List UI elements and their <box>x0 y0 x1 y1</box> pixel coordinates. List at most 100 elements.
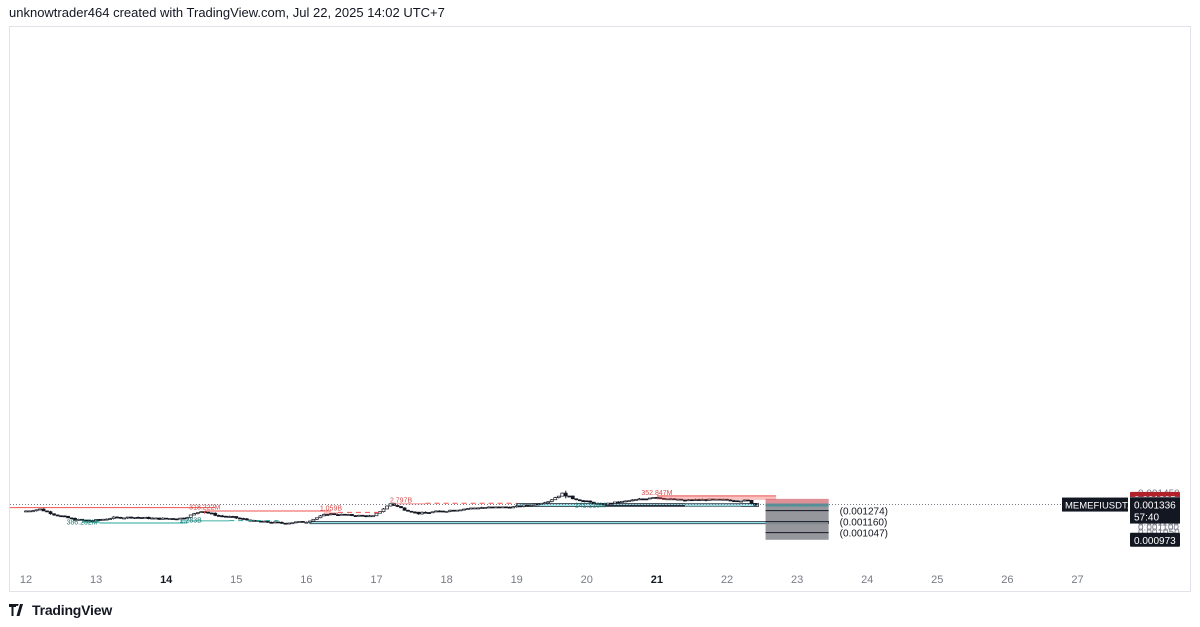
candle-body <box>318 515 323 519</box>
candle-body <box>59 515 63 518</box>
price-chart[interactable]: (0.001274)(0.001160)(0.001047) 386.252M 1.… <box>10 27 1192 593</box>
candle-body <box>206 511 211 514</box>
candle-body <box>641 498 645 501</box>
candle-body <box>521 504 526 507</box>
candle-body <box>346 514 351 516</box>
tradingview-logo-icon <box>9 604 23 616</box>
countdown-tag: 57:40 <box>1134 513 1159 524</box>
candle-body <box>192 513 197 516</box>
candle-body <box>490 506 495 509</box>
time-tick-label: 16 <box>300 574 312 586</box>
candle-body <box>294 521 298 524</box>
candle-body <box>402 507 407 511</box>
chart-pane[interactable]: (0.001274) (0.001160) (0.001047) 386.252M 1.… <box>9 26 1191 592</box>
candle-body <box>290 522 295 525</box>
candle-body <box>542 502 547 505</box>
volume-label: 352.847M <box>641 490 672 497</box>
candle-body <box>742 499 747 502</box>
time-tick-label: 19 <box>511 574 523 586</box>
candle-body <box>241 518 246 520</box>
candle-body <box>528 504 533 507</box>
candle-body <box>301 521 305 523</box>
candle-body <box>612 501 617 504</box>
stop-loss-zone[interactable] <box>765 498 829 504</box>
candle-body <box>181 517 186 520</box>
order-block-16 <box>323 512 338 514</box>
target-level-label: (0.001160) <box>840 518 888 529</box>
candle-body <box>627 500 631 503</box>
demand-zone-lower[interactable] <box>309 521 829 525</box>
footer: TradingView <box>9 601 112 619</box>
candle-body <box>420 511 424 515</box>
candle-body <box>143 516 148 519</box>
candle-body <box>273 521 277 524</box>
candle-body <box>500 506 505 509</box>
candle-body <box>104 518 109 521</box>
candle-body <box>739 500 743 503</box>
price-axis[interactable]: 0.0014500.0014000.0013500.0013000.001250… <box>1062 489 1180 549</box>
candle-body <box>493 506 498 509</box>
candle-body <box>406 509 410 512</box>
candle-body <box>746 499 750 502</box>
candle-body <box>329 513 333 516</box>
time-tick-label: 13 <box>90 574 102 586</box>
candle-body <box>332 513 337 516</box>
volume-label: 141.218M <box>575 503 606 510</box>
candle-body <box>269 521 274 524</box>
order-block-17 <box>394 503 426 505</box>
time-tick-label: 14 <box>160 574 173 586</box>
candle-body <box>38 508 42 511</box>
candle-body <box>153 517 158 520</box>
candle-body <box>395 505 400 507</box>
candle-body <box>111 516 116 519</box>
candle-body <box>364 515 368 517</box>
high-band-20 <box>656 495 777 500</box>
candle-body <box>504 506 509 509</box>
candle-body <box>118 516 123 519</box>
candle-body <box>188 514 193 518</box>
candle-body <box>388 503 393 507</box>
overlap-zone <box>684 503 742 508</box>
candle-body <box>690 499 694 502</box>
candle-body <box>34 509 39 512</box>
candle-body <box>437 510 442 513</box>
volume-label: 1.283B <box>180 518 203 525</box>
candle-body <box>721 498 726 501</box>
candle-body <box>101 518 105 521</box>
candle-body <box>472 507 477 510</box>
candle-body <box>322 514 326 517</box>
time-axis[interactable]: 12 13 14 15 16 17 18 19 20 21 22 23 24 25 26 27 <box>20 574 1084 586</box>
candle-body <box>753 503 757 506</box>
candle-body <box>430 511 435 514</box>
candle-body <box>507 506 512 509</box>
candle-body <box>574 498 579 501</box>
candle-body <box>97 519 102 521</box>
candle-body <box>199 511 204 513</box>
candle-body <box>350 514 354 516</box>
candle-body <box>220 515 225 518</box>
candle-body <box>462 508 466 511</box>
symbol-tag-bg <box>1062 497 1128 512</box>
candle-body <box>598 503 603 505</box>
candle-body <box>486 506 491 509</box>
volume-label: 386.252M <box>67 520 98 527</box>
candle-body <box>732 500 736 503</box>
candle-body <box>73 518 77 521</box>
candle-body <box>52 513 56 516</box>
candle-body <box>125 516 130 519</box>
labels-layer: (0.001274)(0.001160)(0.001047) 386.252M 1.… <box>67 490 889 539</box>
candle-body <box>648 497 652 500</box>
time-tick-label: 20 <box>581 574 593 586</box>
candle-body <box>129 516 134 519</box>
current-price-tag: 0.001336 <box>1134 501 1176 512</box>
candle-body <box>434 510 438 513</box>
candle-body <box>465 508 470 510</box>
candle-body <box>697 499 701 501</box>
candle-body <box>525 504 530 507</box>
candle-body <box>581 500 586 503</box>
candle-body <box>693 499 698 501</box>
candle-body <box>413 511 417 514</box>
candle-body <box>164 517 169 520</box>
time-tick-label: 24 <box>861 574 873 586</box>
time-tick-label: 21 <box>651 574 663 586</box>
